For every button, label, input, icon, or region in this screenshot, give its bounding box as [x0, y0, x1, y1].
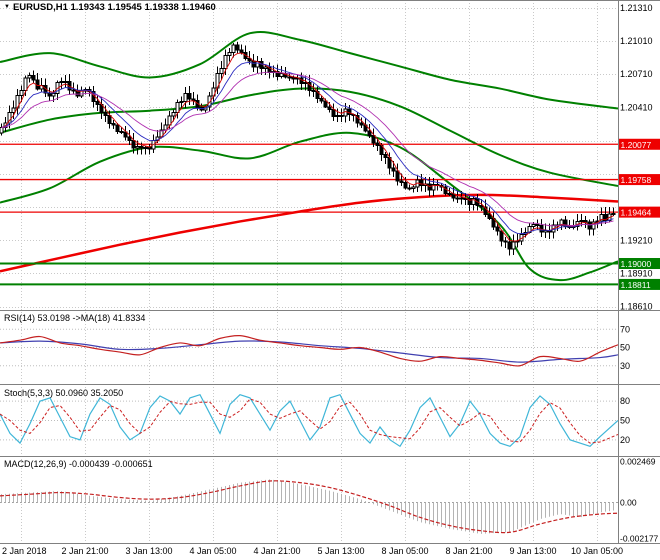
bollinger-middle-band — [0, 87, 618, 187]
svg-text:3 Jan 13:00: 3 Jan 13:00 — [125, 546, 172, 556]
rsi-panel — [0, 328, 618, 367]
svg-text:2 Jan 21:00: 2 Jan 21:00 — [61, 546, 108, 556]
svg-text:1.20410: 1.20410 — [620, 102, 653, 112]
svg-text:2 Jan 2018: 2 Jan 2018 — [2, 546, 47, 556]
svg-text:1.18610: 1.18610 — [620, 302, 653, 312]
symbol-dropdown-icon[interactable]: ▼ — [4, 4, 10, 10]
macd-panel — [0, 479, 618, 534]
rsi-ma-line — [0, 340, 618, 363]
stochastic-panel — [0, 393, 618, 448]
svg-text:1.21310: 1.21310 — [620, 3, 653, 13]
svg-text:-0.002177: -0.002177 — [620, 533, 659, 543]
ema-ribbon-line — [1, 52, 614, 242]
svg-text:20: 20 — [620, 435, 630, 445]
svg-text:9 Jan 13:00: 9 Jan 13:00 — [509, 546, 556, 556]
time-axis: 2 Jan 2018 2 Jan 21:00 3 Jan 13:00 4 Jan 05… — [2, 546, 623, 556]
svg-text:50: 50 — [620, 343, 630, 353]
svg-text:1.20710: 1.20710 — [620, 69, 653, 79]
price-axis: 1.21310 1.21010 1.20710 1.20410 1.19210 1.189… — [619, 3, 660, 543]
svg-text:10 Jan 05:00: 10 Jan 05:00 — [571, 546, 623, 556]
svg-text:0.00: 0.00 — [620, 497, 637, 507]
svg-text:1.21010: 1.21010 — [620, 36, 653, 46]
sma-red-line — [0, 193, 618, 273]
price-tag — [619, 138, 660, 150]
svg-text:5 Jan 13:00: 5 Jan 13:00 — [317, 546, 364, 556]
price-tag — [619, 278, 660, 290]
svg-text:1.19464: 1.19464 — [621, 208, 652, 218]
svg-text:0.002469: 0.002469 — [620, 457, 656, 467]
panel-separators — [0, 0, 660, 544]
svg-text:80: 80 — [620, 396, 630, 406]
svg-text:30: 30 — [620, 361, 630, 371]
ema-ribbon-line — [1, 71, 614, 227]
price-tag — [619, 174, 660, 186]
bollinger-lower-band — [0, 131, 618, 282]
svg-text:4 Jan 05:00: 4 Jan 05:00 — [189, 546, 236, 556]
svg-text:1.18811: 1.18811 — [621, 280, 651, 290]
svg-text:8 Jan 21:00: 8 Jan 21:00 — [445, 546, 492, 556]
svg-text:1.19000: 1.19000 — [621, 259, 652, 269]
svg-text:1.19758: 1.19758 — [621, 175, 652, 185]
svg-text:1.20077: 1.20077 — [621, 140, 652, 150]
price-tag — [619, 258, 660, 269]
svg-text:50: 50 — [620, 416, 630, 426]
stoch-d-line — [0, 398, 618, 444]
main-chart — [0, 31, 618, 286]
rsi-line — [0, 334, 618, 367]
svg-text:8 Jan 05:00: 8 Jan 05:00 — [381, 546, 428, 556]
bollinger-upper-band — [0, 31, 618, 110]
macd-signal-line — [0, 480, 618, 534]
svg-text:1.19210: 1.19210 — [620, 235, 653, 245]
stoch-k-line — [0, 393, 618, 448]
price-tag — [619, 206, 660, 218]
svg-text:4 Jan 21:00: 4 Jan 21:00 — [253, 546, 300, 556]
svg-text:1.18910: 1.18910 — [620, 268, 653, 278]
ema-ribbon-line — [1, 61, 614, 235]
svg-text:70: 70 — [620, 324, 630, 334]
